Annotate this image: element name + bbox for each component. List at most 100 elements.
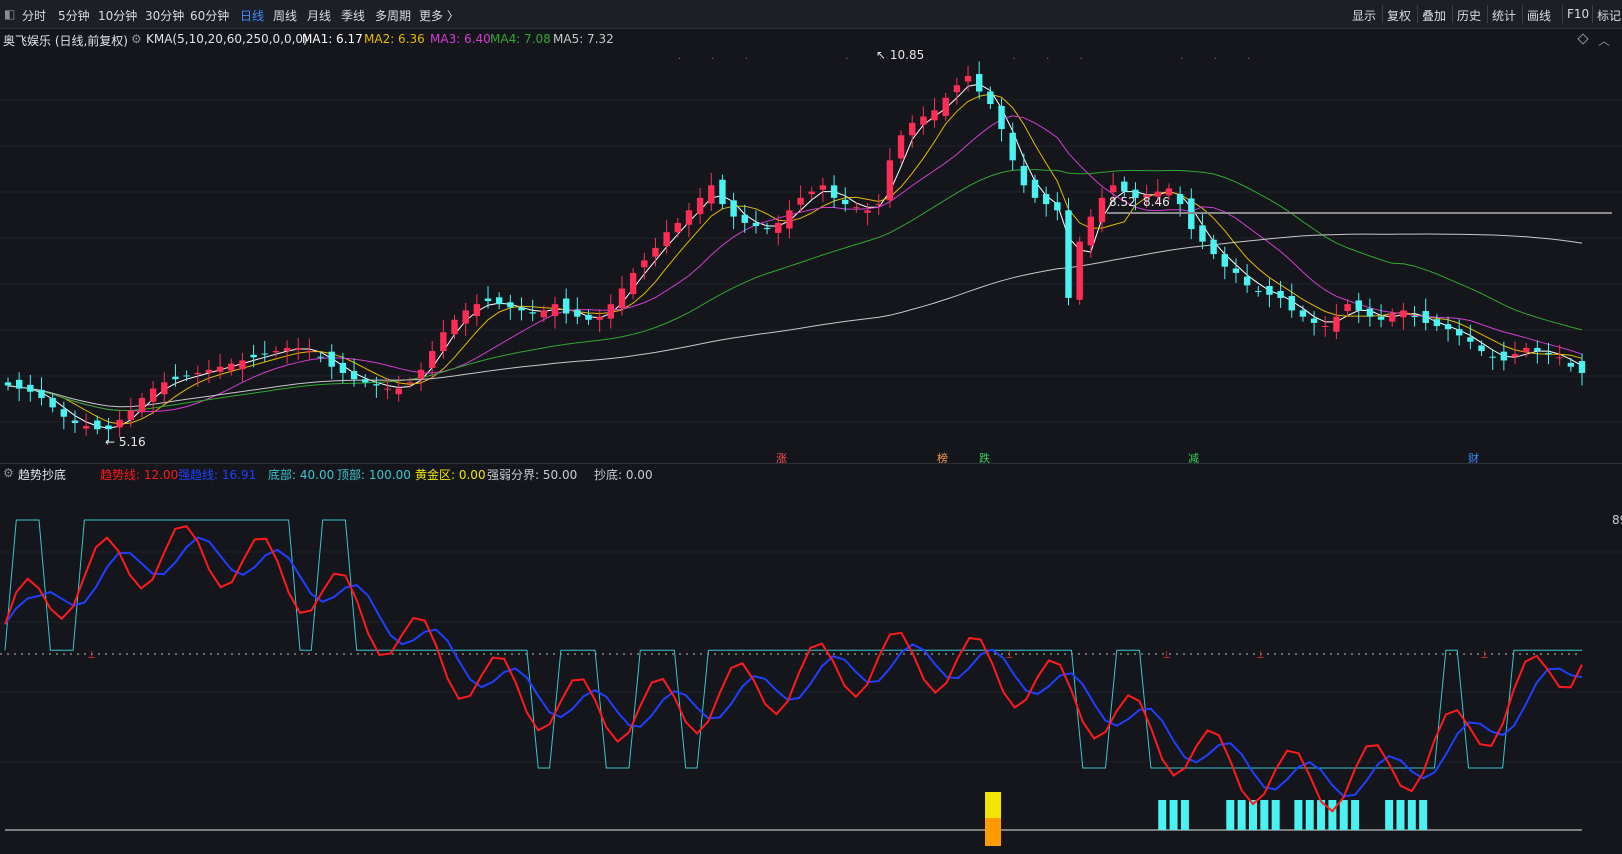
gold-zone-bar: [985, 792, 1001, 818]
ma4-value: MA4: 7.08: [490, 32, 551, 46]
tool-button-6[interactable]: F10: [1567, 7, 1590, 21]
candle-body: [1076, 241, 1083, 300]
diamond-icon[interactable]: [1577, 33, 1589, 45]
candle-body: [1355, 300, 1362, 311]
candle-body: [1121, 181, 1128, 192]
candle-body: [1299, 310, 1307, 317]
tool-button-0[interactable]: 显示: [1352, 9, 1377, 23]
period-tab-10[interactable]: 更多 〉: [419, 9, 459, 23]
toolbar-separator: [1382, 5, 1383, 23]
red-arrow-marker: ⊥: [1480, 650, 1489, 661]
indicator-title-bar: 趋势抄底 趋势线: 12.00 强趋线: 16.91 底部: 40.00 顶部: 100…: [0, 465, 1622, 483]
candle-body: [1221, 254, 1228, 267]
signal-dot: ·: [745, 54, 748, 65]
period-tab-8[interactable]: 季线: [341, 9, 366, 23]
sidebar-toggle-icon[interactable]: ◧: [4, 7, 16, 21]
period-tab-2[interactable]: 10分钟: [98, 9, 138, 23]
indicator-chart[interactable]: ⊥ ⊥ ⊥ ⊥ ⊥ 89: [0, 482, 1622, 854]
candle-body: [719, 179, 726, 205]
signal-dot: ·: [845, 54, 848, 65]
candle-body: [94, 420, 101, 430]
candle-body: [574, 309, 581, 317]
candle-body: [741, 214, 748, 223]
candle-body: [529, 312, 536, 314]
collapse-icon[interactable]: ︿: [1598, 34, 1611, 48]
candle-body: [998, 105, 1005, 130]
main-chart-title-bar: 奥飞娱乐 (日线,前复权) KMA(5,10,20,60,250,0,0,0) MA…: [0, 29, 1622, 49]
candle-body: [1232, 268, 1240, 273]
candle-body: [1065, 210, 1072, 298]
candle-body: [328, 351, 335, 367]
candle-body: [283, 347, 291, 352]
gold-zone-bar-lower: [985, 818, 1001, 846]
settings-icon[interactable]: ⚙: [131, 32, 142, 46]
candle-body: [1389, 313, 1396, 322]
candle-body: [1422, 311, 1429, 323]
trend-value: 趋势线: 12.00: [100, 468, 179, 482]
period-tab-9[interactable]: 多周期: [375, 9, 412, 23]
candle-body: [1109, 185, 1117, 193]
ma1-value: MA1: 6.17: [302, 32, 363, 46]
bottom-bar: [1260, 800, 1269, 830]
candle-body: [562, 298, 570, 314]
bottom-bar: [1237, 800, 1246, 830]
candle-body: [1433, 319, 1441, 327]
period-tab-1[interactable]: 5分钟: [58, 9, 90, 23]
period-tab-7[interactable]: 月线: [307, 9, 332, 23]
strength-split-value: 强弱分界: 50.00: [487, 468, 578, 482]
candle-body: [1020, 165, 1028, 186]
candle-body: [629, 272, 637, 295]
red-arrow-marker: ⊥: [1256, 650, 1265, 661]
candle-body: [484, 298, 492, 302]
red-arrow-marker: ⊥: [1162, 650, 1171, 661]
candle-body: [1165, 188, 1173, 196]
candle-body: [1098, 197, 1106, 223]
candle-body: [808, 191, 815, 195]
bottom-bar: [1339, 800, 1348, 830]
red-arrow-marker: ⊥: [1005, 650, 1014, 661]
ma1-line: [7, 83, 1583, 429]
bottom-top-line: [4, 519, 1582, 769]
toolbar-separator: [1592, 5, 1593, 23]
tool-button-4[interactable]: 统计: [1492, 9, 1517, 23]
bottom-bar: [1226, 800, 1235, 830]
candle-body: [1243, 276, 1251, 286]
candle-body: [685, 210, 693, 225]
period-tab-4[interactable]: 60分钟: [190, 9, 230, 23]
low-price-label: ← 5.16: [105, 435, 146, 449]
candle-body: [708, 185, 715, 204]
candle-body: [1467, 337, 1474, 342]
tool-button-3[interactable]: 历史: [1457, 9, 1482, 23]
candle-body: [897, 135, 905, 159]
candle-body: [1578, 361, 1586, 373]
ma5-value: MA5: 7.32: [553, 32, 614, 46]
candle-body: [295, 347, 302, 350]
candle-body: [138, 397, 146, 413]
tool-button-7[interactable]: 标记: [1597, 9, 1622, 23]
candle-body: [518, 307, 525, 311]
candlestick-chart[interactable]: · · · · · · · · · · · · 8.52 8.46 ↖ 10.85 ← 5.16 涨 榜 跌 减 财: [0, 48, 1622, 463]
candle-body: [652, 247, 659, 257]
candle-body: [406, 382, 414, 384]
period-tab-0[interactable]: 分时: [22, 9, 47, 23]
tool-button-2[interactable]: 叠加: [1422, 9, 1447, 23]
period-tab-6[interactable]: 周线: [273, 9, 298, 23]
candle-body: [1288, 296, 1295, 311]
period-tab-5[interactable]: 日线: [240, 9, 265, 23]
candle-body: [239, 360, 246, 370]
candle-body: [842, 199, 849, 205]
candle-body: [1009, 132, 1016, 161]
indicator-settings-icon[interactable]: ⚙: [3, 466, 14, 480]
signal-dot: ·: [1180, 54, 1183, 65]
tool-button-1[interactable]: 复权: [1387, 9, 1412, 23]
period-tab-3[interactable]: 30分钟: [145, 9, 185, 23]
candle-body: [618, 288, 626, 308]
candle-body: [105, 425, 112, 430]
candle-body: [987, 91, 994, 105]
candle-body: [1567, 362, 1575, 367]
candle-body: [1310, 318, 1318, 323]
candle-body: [250, 354, 257, 358]
candle-body: [1444, 324, 1452, 330]
candle-body: [819, 185, 827, 190]
tool-button-5[interactable]: 画线: [1527, 9, 1552, 23]
